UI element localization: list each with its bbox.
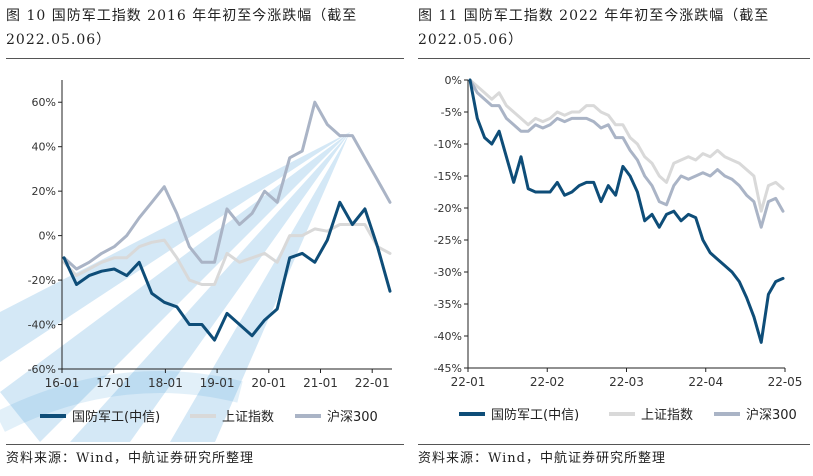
- x-tick-label: 22-02: [530, 375, 565, 389]
- x-tick-label: 18-01: [148, 376, 183, 390]
- watermark-arc: [0, 371, 243, 432]
- watermark-ray: [70, 132, 350, 442]
- y-tick-label: -20%: [28, 274, 56, 287]
- legend-left: 国防军工(中信) 上证指数 沪深300: [40, 409, 378, 425]
- y-tick-label: -30%: [434, 266, 462, 279]
- series-line-defense: [468, 78, 785, 344]
- legend-label-defense: 国防军工(中信): [72, 409, 160, 425]
- x-tick-label: 22-03: [609, 375, 644, 389]
- legend-label-defense: 国防军工(中信): [491, 407, 579, 423]
- series-line-sse: [468, 78, 785, 213]
- chart-right: 0%-5%-10%-15%-20%-25%-30%-35%-40%-45%22-…: [434, 74, 803, 423]
- figure-caption-left: 图 10 国防军工指数 2016 年年初至今涨跌幅（截至 2022.05.06）: [6, 8, 358, 48]
- legend-label-sse: 上证指数: [222, 410, 274, 425]
- y-tick-label: -40%: [434, 330, 462, 343]
- x-tick-label: 22-01: [355, 376, 390, 390]
- figure-caption-right: 图 11 国防军工指数 2022 年年初至今涨跌幅（截至 2022.05.06）: [418, 8, 770, 48]
- x-tick-label: 19-01: [200, 376, 235, 390]
- axes-left: 60% 40% 20% 0% -20% -40% -60%16-01 17-01 18-01 19…: [28, 80, 392, 390]
- y-tick-label: -5%: [441, 106, 462, 119]
- x-tick-label: 22-01: [451, 375, 486, 389]
- y-tick-label: -35%: [434, 298, 462, 311]
- y-tick-label: 40%: [32, 141, 56, 154]
- source-note-right: 资料来源：Wind，中航证券研究所整理: [418, 451, 666, 466]
- bottom-rule-right: [418, 444, 810, 445]
- y-tick-label: -60%: [28, 363, 56, 376]
- y-tick-label: -15%: [434, 170, 462, 183]
- legend-right: 国防军工(中信) 上证指数 沪深300: [459, 407, 797, 423]
- y-tick-label: -25%: [434, 234, 462, 247]
- top-rule-right: [418, 58, 810, 59]
- series-right: [468, 78, 785, 344]
- x-tick-label: 20-01: [251, 376, 286, 390]
- series-line-defense: [62, 200, 392, 342]
- watermark-ray: [0, 132, 350, 442]
- x-tick-label: 22-04: [688, 375, 723, 389]
- legend-label-csi300: 沪深300: [327, 409, 378, 425]
- series-left: [62, 100, 392, 342]
- y-tick-label: 0%: [445, 74, 462, 87]
- bottom-rule-left: [6, 444, 404, 445]
- y-tick-label: -20%: [434, 202, 462, 215]
- x-tick-label: 16-01: [45, 376, 80, 390]
- y-tick-label: -45%: [434, 362, 462, 375]
- x-tick-label: 22-05: [768, 375, 803, 389]
- y-tick-label: 0%: [39, 230, 56, 243]
- y-tick-label: 60%: [32, 96, 56, 109]
- watermark-logo: [0, 132, 350, 442]
- watermark-ray: [0, 132, 350, 362]
- watermark-ray: [170, 132, 350, 442]
- legend-label-sse: 上证指数: [641, 408, 693, 423]
- x-tick-label: 21-01: [303, 376, 338, 390]
- source-note-left: 资料来源：Wind，中航证券研究所整理: [6, 451, 254, 466]
- legend-label-csi300: 沪深300: [746, 407, 797, 423]
- y-tick-label: -40%: [28, 319, 56, 332]
- top-rule-left: [6, 58, 404, 59]
- series-line-sse: [62, 223, 392, 286]
- series-line-csi300: [62, 100, 392, 271]
- y-tick-label: -10%: [434, 138, 462, 151]
- y-tick-label: 20%: [32, 185, 56, 198]
- chart-left: 60% 40% 20% 0% -20% -40% -60%16-01 17-01 18-01 19…: [0, 80, 392, 442]
- axes-right: 0%-5%-10%-15%-20%-25%-30%-35%-40%-45%22-…: [434, 74, 803, 389]
- x-tick-label: 17-01: [96, 376, 131, 390]
- series-line-csi300: [468, 78, 785, 229]
